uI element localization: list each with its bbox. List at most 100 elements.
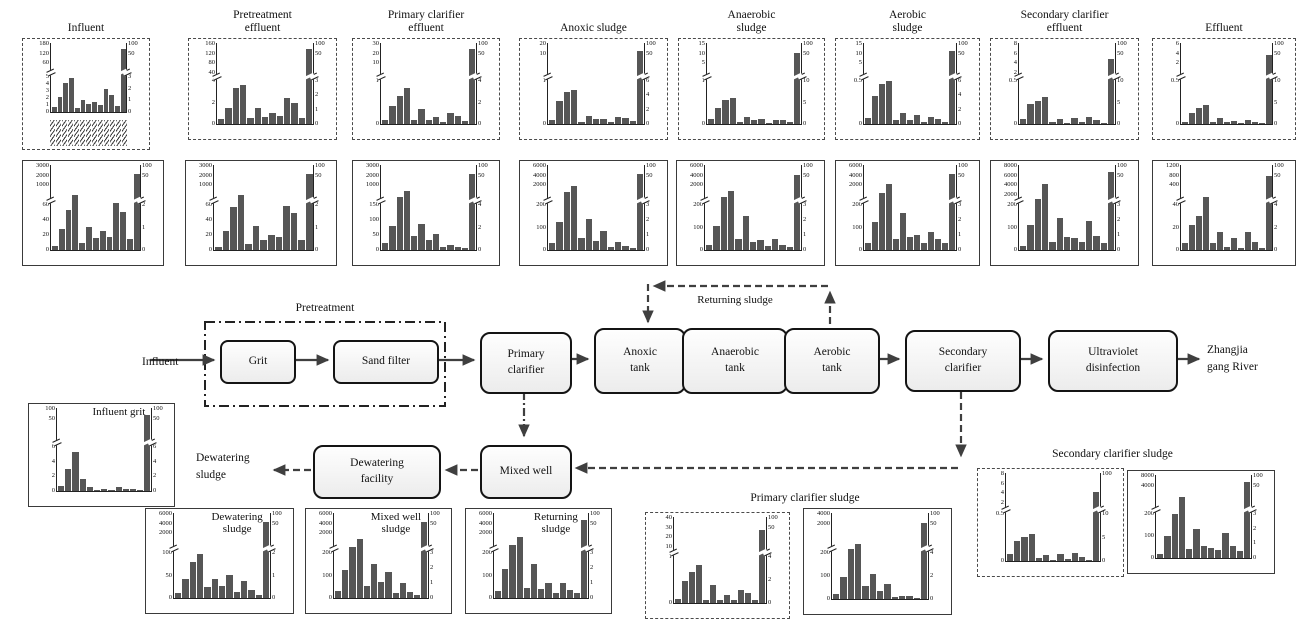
bar — [399, 582, 406, 598]
bar — [222, 231, 230, 250]
bar — [137, 490, 144, 491]
tick-label: 100 — [1274, 39, 1284, 47]
bar — [284, 98, 291, 124]
bar — [949, 51, 956, 124]
bar — [1251, 122, 1258, 124]
bar — [921, 523, 928, 599]
tick-label: 2 — [478, 223, 482, 231]
bar — [298, 117, 306, 124]
tick-label: 0 — [315, 119, 319, 127]
tick-label: 0 — [478, 119, 482, 127]
bar — [751, 119, 758, 124]
bar — [921, 122, 928, 124]
chart-primary-clarifier-sludge-right: 4000 2000 200 100 0 100 50 4 2 0 — [803, 508, 952, 615]
bar — [566, 589, 574, 598]
plot-area: 18012060543210100503210 — [39, 40, 138, 114]
bar — [129, 488, 137, 491]
bar — [276, 115, 284, 124]
bar — [833, 593, 840, 599]
bar — [914, 234, 921, 250]
plot-area: 3000 2000 1000 60 40 20 0 100 50 2 1 0 — [199, 162, 325, 252]
bar — [1209, 243, 1216, 250]
bar — [63, 83, 69, 112]
bar — [794, 52, 801, 124]
bar — [765, 123, 772, 124]
bar — [65, 210, 72, 250]
tick-label: 10 — [1102, 509, 1109, 517]
bar — [389, 226, 396, 250]
chart-secondary-clarifier-sludge-right: 8000 4000 200 100 0 100 50 3 2 1 0 — [1127, 470, 1275, 574]
tick-label: 200 — [1007, 200, 1017, 208]
bars — [1020, 43, 1115, 124]
bar — [615, 242, 622, 250]
tick-label: 80 — [208, 58, 216, 66]
tick-label: 0 — [1253, 553, 1257, 561]
x-tick-mark — [62, 120, 67, 146]
tick-label: 0 — [272, 593, 276, 601]
tick-label: 4000 — [533, 171, 546, 179]
tick-label: 2 — [646, 215, 650, 223]
bar — [893, 238, 900, 250]
chart-primary-clarifier-effluent: Primary clarifier effluent30201010100504… — [352, 9, 500, 140]
tick-label: 50 — [768, 523, 775, 531]
bar — [703, 599, 710, 603]
bars — [675, 517, 766, 603]
bar — [269, 112, 276, 124]
tick-label: 100 — [803, 39, 813, 47]
plot-area: 1510510100501050 — [699, 40, 813, 126]
tick-label: 4 — [45, 79, 49, 87]
tick-label: 60 — [42, 58, 50, 66]
tick-label: 40 — [208, 68, 216, 76]
bar — [1027, 224, 1034, 250]
flow-box-ultraviolet-disinfection: Ultraviolet disinfection — [1048, 330, 1178, 392]
tick-label: 3000 — [36, 161, 49, 169]
bar — [949, 173, 956, 250]
bar — [1020, 119, 1027, 124]
plot-area: 3020101010050420 — [373, 40, 488, 126]
bar — [1265, 55, 1272, 124]
bar — [629, 248, 637, 250]
bar — [794, 175, 801, 250]
bars — [382, 43, 476, 124]
tick-label: 60 — [42, 200, 50, 208]
tick-label: 4000 — [690, 171, 703, 179]
bar — [440, 121, 447, 124]
chart-pretreatment-effluent: Pretreatment effluent1601208040420100503… — [188, 9, 337, 140]
bar — [197, 553, 204, 598]
bar — [1171, 514, 1178, 558]
tick-label: 0 — [375, 119, 379, 127]
bar — [1034, 100, 1042, 124]
bar — [736, 121, 743, 124]
bar — [900, 112, 907, 124]
plot-area: 6 4 2 0.5 0 100 50 10 5 0 — [1171, 40, 1284, 126]
bars — [495, 513, 588, 598]
tick-label: 50 — [430, 519, 437, 527]
bar — [1086, 116, 1093, 124]
bar — [1042, 97, 1049, 124]
tick-label: 4 — [1175, 49, 1179, 57]
tick-label: 4000 — [849, 171, 862, 179]
bar — [252, 226, 260, 250]
chart-title-effluent: Effluent — [1205, 21, 1243, 34]
bar — [469, 173, 476, 250]
bar — [772, 238, 779, 250]
bar — [722, 99, 729, 124]
dewatering-sludge-label: Dewatering sludge — [196, 452, 250, 482]
bar — [585, 115, 593, 124]
tick-label: 3 — [430, 548, 434, 556]
chart-anaerobic-sludge-row2: 6000 4000 2000 200 100 0 100 50 3 2 1 0 — [676, 160, 825, 266]
tick-label: 0 — [1175, 119, 1179, 127]
bar — [720, 197, 728, 250]
tick-label: 4 — [51, 457, 55, 465]
bar — [230, 206, 237, 250]
tick-label: 40 — [665, 513, 673, 521]
tick-label: 50 — [1274, 49, 1281, 57]
tick-label: 0 — [168, 593, 172, 601]
bar — [729, 98, 736, 124]
tick-label: 4 — [958, 91, 962, 99]
tick-label: 0 — [1274, 119, 1278, 127]
bar — [204, 586, 211, 598]
tick-label: 2000 — [366, 171, 379, 179]
bar — [523, 587, 530, 598]
bar — [1193, 528, 1200, 558]
